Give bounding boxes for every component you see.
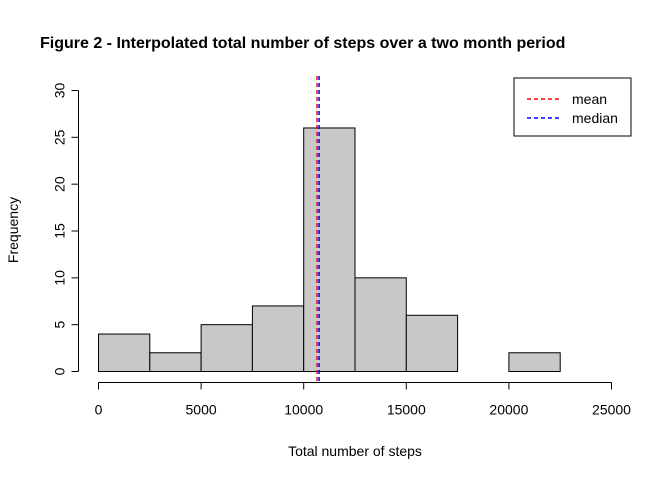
x-tick-label: 0 — [95, 402, 103, 418]
x-tick-label: 25000 — [592, 402, 631, 418]
y-tick-label: 20 — [52, 176, 68, 192]
legend-entries: mean median — [527, 91, 618, 126]
y-axis: 0 5 10 15 20 25 30 — [52, 83, 79, 375]
chart-title: Figure 2 - Interpolated total number of … — [40, 35, 565, 52]
y-tick-label: 5 — [52, 321, 68, 329]
histogram-bar — [149, 352, 202, 372]
x-tick-label: 15000 — [387, 402, 426, 418]
histogram-bar — [303, 127, 356, 373]
histogram-bar — [508, 352, 561, 372]
median-legend-label: median — [572, 110, 618, 126]
x-tick-label: 5000 — [186, 402, 217, 418]
histogram-bars — [98, 127, 561, 373]
histogram-bar — [251, 305, 305, 372]
x-axis-label: Total number of steps — [288, 443, 422, 459]
y-tick-label: 10 — [52, 270, 68, 286]
y-tick-label: 30 — [52, 83, 68, 99]
x-tick-label: 20000 — [489, 402, 528, 418]
y-tick-label: 15 — [52, 223, 68, 239]
histogram-bar — [200, 324, 253, 372]
y-tick-label: 25 — [52, 129, 68, 145]
legend: mean median — [513, 77, 632, 137]
histogram-bar — [405, 314, 459, 372]
reference-lines — [316, 76, 320, 383]
histogram-bar — [354, 277, 407, 373]
y-tick-label: 0 — [52, 367, 68, 375]
x-axis: 0 5000 10000 15000 20000 25000 — [95, 382, 631, 418]
mean-legend-label: mean — [572, 91, 607, 107]
x-tick-label: 10000 — [284, 402, 323, 418]
legend-box — [513, 77, 632, 137]
histogram-bar — [98, 333, 151, 372]
y-axis-label: Frequency — [5, 197, 21, 263]
